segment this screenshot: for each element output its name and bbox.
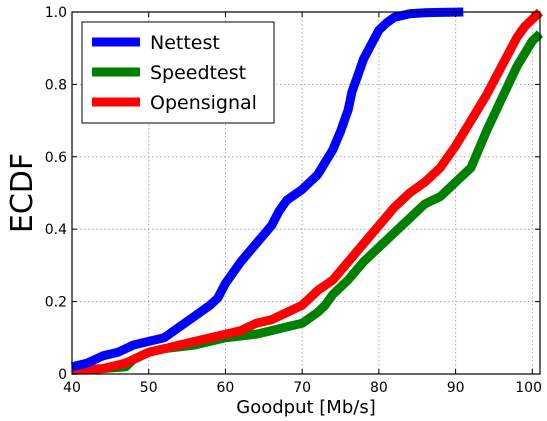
legend: Nettest Speedtest Opensignal xyxy=(81,21,275,124)
legend-label-nettest: Nettest xyxy=(150,32,220,54)
x-tick-label: 60 xyxy=(217,380,235,396)
y-tick-label: 0 xyxy=(58,367,67,383)
axis-ticks: 40 50 60 70 80 90 100 0 0.2 0.4 0.6 0.8 1.0 xyxy=(45,5,542,396)
y-tick-label: 0.2 xyxy=(45,295,67,311)
x-tick-label: 100 xyxy=(515,380,542,396)
y-axis-title: ECDF xyxy=(5,153,40,233)
y-tick-label: 1.0 xyxy=(45,5,67,21)
x-tick-label: 90 xyxy=(447,380,465,396)
series-line-nettest xyxy=(70,7,464,372)
legend-label-speedtest: Speedtest xyxy=(150,62,246,84)
plot-area xyxy=(70,7,544,375)
y-tick-label: 0.4 xyxy=(45,222,67,238)
x-tick-label: 40 xyxy=(63,380,81,396)
y-tick-label: 0.8 xyxy=(45,77,67,93)
legend-label-opensignal: Opensignal xyxy=(150,92,257,114)
series-line-opensignal xyxy=(71,8,544,375)
x-tick-label: 80 xyxy=(370,380,388,396)
x-tick-label: 70 xyxy=(293,380,311,396)
x-axis-title: Goodput [Mb/s] xyxy=(236,397,375,418)
y-tick-label: 0.6 xyxy=(45,150,67,166)
x-tick-label: 50 xyxy=(140,380,158,396)
plot-frame xyxy=(71,11,541,375)
